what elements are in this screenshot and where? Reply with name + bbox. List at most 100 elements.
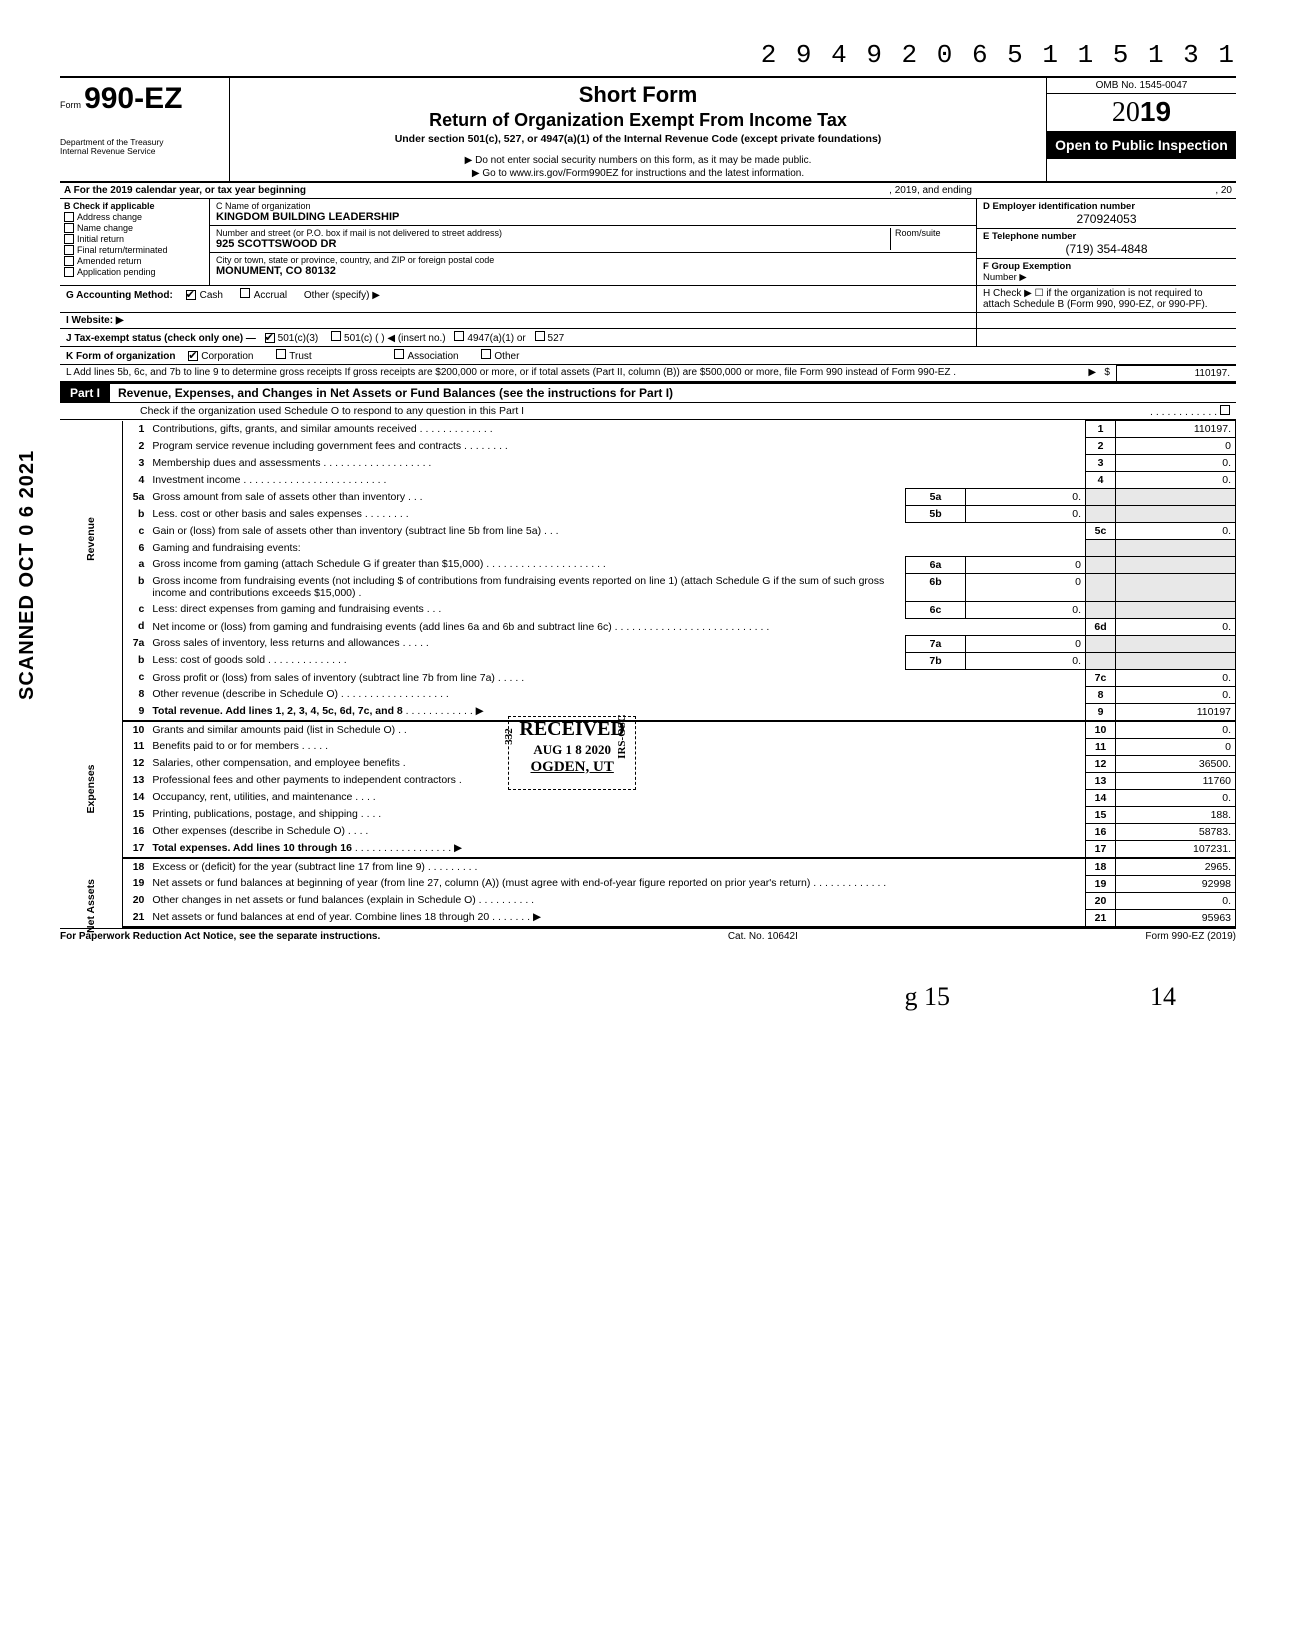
row-a-end: , 20 [972, 185, 1232, 196]
line-6-desc: Gaming and fundraising events: [148, 540, 1085, 557]
form-label: Form [60, 100, 81, 110]
footer-right: Form 990-EZ (2019) [1145, 931, 1236, 942]
chk-527[interactable] [535, 331, 545, 341]
j-insert: ) ◀ (insert no.) [381, 333, 445, 344]
chk-other-org[interactable] [481, 349, 491, 359]
g-accrual: Accrual [254, 290, 287, 301]
row-a-taxyear: A For the 2019 calendar year, or tax yea… [60, 183, 1236, 199]
line-2-desc: Program service revenue including govern… [152, 440, 461, 452]
k-assoc: Association [407, 351, 458, 362]
chk-corporation[interactable] [188, 351, 198, 361]
b-item-4: Amended return [77, 256, 142, 266]
line-6b-amt: 0 [966, 573, 1086, 601]
k-corp: Corporation [201, 351, 253, 362]
col-c: C Name of organization KINGDOM BUILDING … [210, 199, 976, 285]
c-street-label: Number and street (or P.O. box if mail i… [216, 228, 502, 238]
line-6d-desc: Net income or (loss) from gaming and fun… [152, 621, 611, 633]
short-form-title: Short Form [238, 82, 1038, 108]
form-number: 990-EZ [84, 82, 182, 115]
scanned-stamp: SCANNED OCT 0 6 2021 [16, 450, 39, 700]
chk-initial-return[interactable] [64, 234, 74, 244]
row-a-mid: , 2019, and ending [889, 185, 972, 196]
chk-amended-return[interactable] [64, 256, 74, 266]
line-11-amt: 0 [1116, 738, 1236, 755]
notice-ssn: ▶ Do not enter social security numbers o… [238, 155, 1038, 166]
footer: For Paperwork Reduction Act Notice, see … [60, 928, 1236, 942]
stamp-side2: 332 [504, 728, 515, 745]
chk-accrual[interactable] [240, 288, 250, 298]
dln-number: 2 9 4 9 2 0 6 5 1 1 5 1 3 1 [60, 40, 1236, 70]
line-21-desc: Net assets or fund balances at end of ye… [152, 911, 489, 923]
line-6d-amt: 0. [1116, 618, 1236, 635]
part-i-title: Revenue, Expenses, and Changes in Net As… [110, 384, 681, 402]
line-7b-desc: Less: cost of goods sold [152, 654, 265, 666]
stamp-received-text: RECEIVED [519, 719, 625, 739]
line-12-desc: Salaries, other compensation, and employ… [152, 757, 399, 769]
col-def: D Employer identification number 2709240… [976, 199, 1236, 285]
chk-trust[interactable] [276, 349, 286, 359]
line-5b-amt: 0. [966, 506, 1086, 523]
sig-b: 14 [1150, 982, 1176, 1012]
omb-number: OMB No. 1545-0047 [1047, 78, 1236, 94]
line-19-amt: 92998 [1116, 875, 1236, 892]
line-14-desc: Occupancy, rent, utilities, and maintena… [152, 791, 352, 803]
line-19-desc: Net assets or fund balances at beginning… [152, 877, 810, 889]
phone: (719) 354-4848 [983, 242, 1230, 256]
notice-url: ▶ Go to www.irs.gov/Form990EZ for instru… [238, 168, 1038, 179]
line-17-desc: Total expenses. Add lines 10 through 16 [152, 842, 352, 854]
footer-mid: Cat. No. 10642I [728, 931, 798, 942]
ein: 270924053 [983, 212, 1230, 226]
chk-association[interactable] [394, 349, 404, 359]
chk-501c3[interactable] [265, 333, 275, 343]
line-14-amt: 0. [1116, 789, 1236, 806]
b-item-5: Application pending [77, 267, 156, 277]
line-7a-desc: Gross sales of inventory, less returns a… [152, 637, 399, 649]
part-i-table: Revenue 1Contributions, gifts, grants, a… [60, 420, 1236, 928]
org-street: 925 SCOTTSWOOD DR [216, 238, 890, 250]
return-title: Return of Organization Exempt From Incom… [238, 110, 1038, 131]
line-15-desc: Printing, publications, postage, and shi… [152, 808, 357, 820]
part-i-check: Check if the organization used Schedule … [60, 403, 1236, 420]
chk-4947[interactable] [454, 331, 464, 341]
line-9-desc: Total revenue. Add lines 1, 2, 3, 4, 5c,… [152, 705, 402, 717]
l-amount: 110197. [1116, 365, 1236, 381]
b-label: B Check if applicable [64, 201, 205, 211]
h-text: H Check ▶ ☐ if the organization is not r… [983, 288, 1208, 310]
line-15-amt: 188. [1116, 806, 1236, 823]
chk-schedule-o[interactable] [1220, 405, 1230, 415]
part-i-tag: Part I [60, 384, 110, 402]
line-5c-desc: Gain or (loss) from sale of assets other… [152, 525, 541, 537]
line-1-desc: Contributions, gifts, grants, and simila… [152, 423, 422, 435]
k-trust: Trust [289, 351, 311, 362]
j-label: J Tax-exempt status (check only one) — [66, 333, 256, 344]
org-city: MONUMENT, CO 80132 [216, 265, 970, 277]
chk-name-change[interactable] [64, 223, 74, 233]
b-item-0: Address change [77, 212, 142, 222]
col-b: B Check if applicable Address change Nam… [60, 199, 210, 285]
line-18-amt: 2965. [1116, 858, 1236, 876]
line-17-amt: 107231. [1116, 840, 1236, 858]
footer-left: For Paperwork Reduction Act Notice, see … [60, 931, 380, 942]
line-16-desc: Other expenses (describe in Schedule O) [152, 825, 345, 837]
chk-cash[interactable] [186, 290, 196, 300]
line-7c-desc: Gross profit or (loss) from sales of inv… [152, 672, 495, 684]
chk-final-return[interactable] [64, 245, 74, 255]
line-7a-amt: 0 [966, 635, 1086, 652]
line-11-desc: Benefits paid to or for members [152, 740, 298, 752]
netassets-label: Net Assets [85, 879, 97, 933]
k-other: Other [494, 351, 519, 362]
line-21-amt: 95963 [1116, 909, 1236, 927]
line-6c-desc: Less: direct expenses from gaming and fu… [152, 603, 423, 615]
chk-501c[interactable] [331, 331, 341, 341]
line-5b-desc: Less. cost or other basis and sales expe… [152, 508, 367, 520]
chk-application-pending[interactable] [64, 267, 74, 277]
stamp-loc: OGDEN, UT [519, 760, 625, 775]
stamp-date: AUG 1 8 2020 [519, 743, 625, 756]
j-501c3: 501(c)(3) [278, 333, 319, 344]
line-7c-amt: 0. [1116, 669, 1236, 686]
c-city-label: City or town, state or province, country… [216, 255, 970, 265]
chk-address-change[interactable] [64, 212, 74, 222]
rows-g-to-l: G Accounting Method: Cash Accrual Other … [60, 286, 1236, 382]
line-18-desc: Excess or (deficit) for the year (subtra… [152, 861, 425, 873]
j-4947: 4947(a)(1) or [467, 333, 525, 344]
